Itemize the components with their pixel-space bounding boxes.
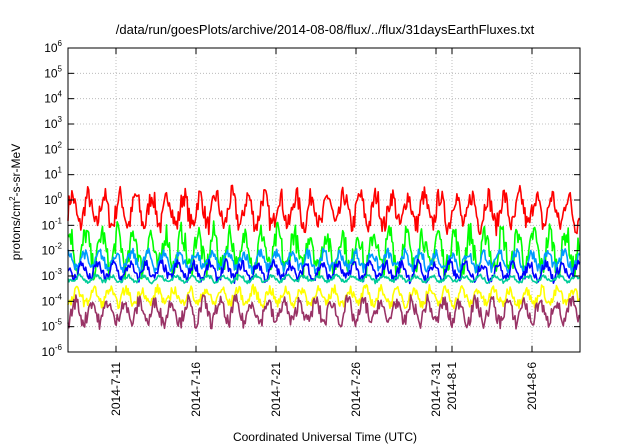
y-tick-base: 10 [44,41,58,55]
grid-lines [68,48,580,352]
x-tick-label: 2014-7-26 [349,362,363,417]
x-tick-label: 2014-8-6 [525,362,539,410]
y-axis-label: protons/cm2-s-sr-MeV [8,144,23,260]
y-tick-exponent: 5 [58,64,63,73]
x-tick-label: 2014-7-31 [429,362,443,417]
x-tick-label: 2014-7-16 [189,362,203,417]
y-tick-base: 10 [42,244,56,258]
y-tick-base: 10 [44,92,58,106]
y-tick-label: 10-6 [42,343,63,359]
y-tick-base: 10 [42,294,56,308]
y-tick-labels: 10610510410310210110010-110-210-310-410-… [42,39,63,359]
y-tick-exponent: -2 [55,242,63,251]
x-tick-label: 2014-7-21 [269,362,283,417]
y-tick-base: 10 [42,218,56,232]
y-tick-base: 10 [44,117,58,131]
y-tick-base: 10 [44,66,58,80]
y-tick-exponent: 2 [58,140,63,149]
y-tick-exponent: 1 [58,166,63,175]
series-line [67,293,581,331]
y-tick-label: 105 [44,64,62,80]
y-tick-label: 103 [44,115,62,131]
y-axis-label-superscript: 2 [8,196,17,201]
y-tick-base: 10 [42,269,56,283]
series-line [67,247,581,275]
y-tick-base: 10 [44,193,58,207]
y-tick-exponent: 6 [58,39,63,48]
y-tick-label: 106 [44,39,62,55]
series-line [67,283,581,310]
y-tick-base: 10 [44,142,58,156]
plot-border [67,47,581,353]
x-tick-labels: 2014-7-11 2014-7-16 2014-7-21 2014-7-26 2014… [109,362,539,417]
y-tick-base: 10 [44,168,58,182]
y-tick-label: 102 [44,140,62,156]
y-tick-label: 101 [44,166,62,182]
y-tick-exponent: -6 [55,343,63,352]
y-tick-label: 10-4 [42,292,63,308]
plot-frame [67,47,581,353]
x-axis-label: Coordinated Universal Time (UTC) [233,430,417,444]
y-tick-exponent: -1 [55,216,63,225]
y-tick-exponent: 4 [58,90,63,99]
chart-title: /data/run/goesPlots/archive/2014-08-08/f… [116,22,535,37]
y-tick-exponent: -4 [55,292,63,301]
y-tick-base: 10 [42,320,56,334]
y-tick-label: 10-2 [42,242,63,258]
y-tick-exponent: 3 [58,115,63,124]
y-tick-label: 10-1 [42,216,63,232]
y-tick-base: 10 [42,345,56,359]
y-axis-label-prefix: protons/cm [9,201,23,260]
series-layer [67,184,581,331]
y-tick-label: 10-3 [42,267,63,283]
series-line [67,273,581,285]
y-tick-exponent: 0 [58,191,63,200]
y-tick-exponent: -3 [55,267,63,276]
y-tick-label: 104 [44,90,62,106]
y-tick-exponent: -5 [55,318,63,327]
y-tick-label: 100 [44,191,62,207]
series-line [67,258,581,285]
series-line [67,220,580,281]
y-axis-label-suffix: -s-sr-MeV [9,144,23,197]
y-tick-label: 10-5 [42,318,63,334]
x-tick-label: 2014-8-1 [445,362,459,410]
x-tick-label: 2014-7-11 [109,362,123,416]
series-line [67,184,581,237]
